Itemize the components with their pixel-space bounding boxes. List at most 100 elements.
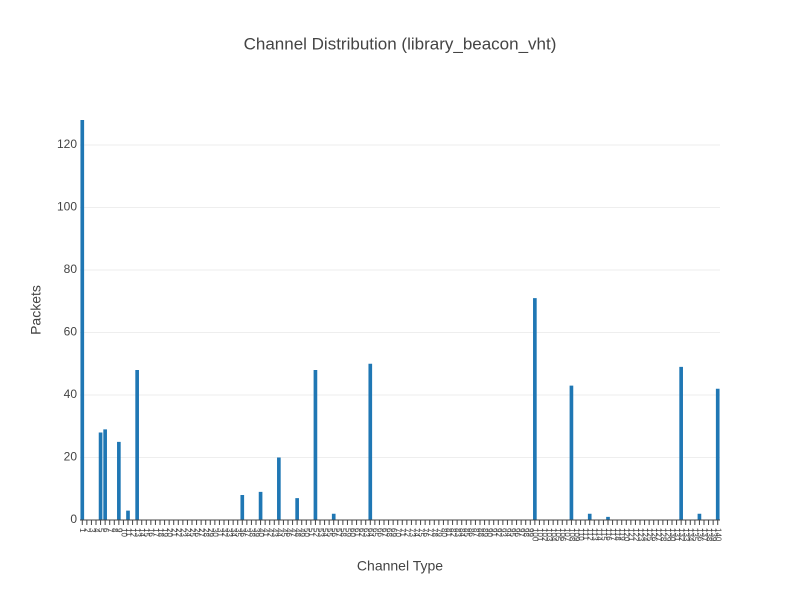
x-tick-label: 79 xyxy=(435,528,444,537)
x-tick-label: 36 xyxy=(238,528,247,537)
x-tick-label: 19 xyxy=(160,528,169,537)
x-tick-label: 11 xyxy=(124,528,133,537)
x-tick-label: 118 xyxy=(613,528,622,541)
bar xyxy=(277,457,281,520)
bar xyxy=(533,298,537,520)
x-tick-label: 74 xyxy=(412,528,421,537)
x-tick-label: 35 xyxy=(234,528,243,537)
x-tick-label: 2 xyxy=(83,528,92,533)
x-tick-label: 95 xyxy=(508,528,517,537)
x-tick-label: 102 xyxy=(540,528,549,542)
bar xyxy=(240,495,245,520)
x-tick-label: 124 xyxy=(640,528,649,542)
x-tick-label: 49 xyxy=(298,528,307,537)
x-tick-label: 46 xyxy=(284,528,293,537)
x-tick-label: 39 xyxy=(252,528,261,537)
x-tick-label: 16 xyxy=(147,528,156,537)
x-tick-label: 18 xyxy=(156,528,165,537)
x-tick-label: 4 xyxy=(92,528,101,533)
x-tick-label: 8 xyxy=(110,528,119,533)
bar xyxy=(126,510,130,520)
x-tick-label: 48 xyxy=(293,528,302,537)
x-tick-label: 113 xyxy=(590,528,599,541)
bar xyxy=(258,491,263,520)
x-tick-label: 3 xyxy=(87,528,96,533)
bar xyxy=(331,513,336,520)
x-tick-label: 115 xyxy=(599,528,608,541)
x-tick-label: 89 xyxy=(480,528,489,537)
x-tick-label: 87 xyxy=(471,528,480,537)
x-tick-label: 37 xyxy=(243,528,252,537)
x-tick-label: 61 xyxy=(352,528,361,537)
x-tick-label: 23 xyxy=(179,528,188,537)
x-tick-label: 64 xyxy=(366,528,375,537)
bar xyxy=(135,370,139,520)
x-tick-label: 111 xyxy=(581,528,590,541)
x-tick-label: 47 xyxy=(288,528,297,537)
bar xyxy=(606,516,610,520)
y-tick-label: 0 xyxy=(70,512,77,526)
bar xyxy=(103,429,107,520)
x-tick-label: 65 xyxy=(371,528,380,537)
x-tick-label: 127 xyxy=(654,528,663,542)
x-tick-label: 97 xyxy=(517,528,526,537)
x-tick-label: 119 xyxy=(618,528,627,541)
x-tick-label: 52 xyxy=(311,528,320,537)
x-tick-label: 122 xyxy=(631,528,640,542)
x-tick-label: 60 xyxy=(348,528,357,537)
x-tick-label: 139 xyxy=(709,528,718,542)
x-tick-label: 137 xyxy=(700,528,709,542)
x-tick-label: 55 xyxy=(325,528,334,537)
x-tick-label: 88 xyxy=(476,528,485,537)
x-tick-label: 13 xyxy=(133,528,142,537)
x-tick-label: 131 xyxy=(672,528,681,542)
x-tick-label: 85 xyxy=(462,528,471,537)
bar xyxy=(98,432,103,520)
x-tick-label: 123 xyxy=(636,528,645,542)
x-tick-label: 82 xyxy=(448,528,457,537)
x-tick-label: 140 xyxy=(714,528,723,542)
x-tick-label: 21 xyxy=(170,528,179,537)
x-tick-label: 125 xyxy=(645,528,654,542)
bar xyxy=(117,441,121,520)
x-tick-label: 58 xyxy=(339,528,348,537)
x-tick-label: 96 xyxy=(512,528,521,537)
x-tick-label: 17 xyxy=(151,528,160,537)
y-tick-label: 120 xyxy=(57,137,77,151)
x-tick-label: 81 xyxy=(444,528,453,537)
x-tick-label: 120 xyxy=(622,528,631,542)
x-tick-label: 1 xyxy=(78,528,87,533)
x-tick-label: 86 xyxy=(467,528,476,537)
x-tick-label: 14 xyxy=(138,528,147,537)
x-tick-label: 107 xyxy=(563,528,572,542)
x-tick-label: 101 xyxy=(535,528,544,542)
x-tick-label: 80 xyxy=(439,528,448,537)
bar xyxy=(368,363,373,520)
x-tick-label: 110 xyxy=(576,528,585,541)
x-tick-label: 133 xyxy=(682,528,691,542)
x-tick-label: 57 xyxy=(334,528,343,537)
x-tick-label: 100 xyxy=(531,528,540,542)
x-tick-label: 93 xyxy=(499,528,508,537)
x-tick-label: 71 xyxy=(398,528,407,537)
x-tick-label: 121 xyxy=(627,528,636,542)
x-tick-label: 43 xyxy=(270,528,279,537)
x-tick-label: 103 xyxy=(544,528,553,542)
x-tick-label: 94 xyxy=(503,528,512,537)
x-tick-label: 33 xyxy=(224,528,233,537)
x-tick-label: 78 xyxy=(430,528,439,537)
x-tick-label: 98 xyxy=(522,528,531,537)
x-tick-label: 138 xyxy=(704,528,713,542)
x-tick-label: 26 xyxy=(192,528,201,537)
x-tick-label: 56 xyxy=(330,528,339,537)
x-tick-label: 29 xyxy=(206,528,215,537)
x-tick-label: 45 xyxy=(279,528,288,537)
y-tick-label: 60 xyxy=(64,325,78,339)
x-tick-label: 7 xyxy=(106,528,115,533)
x-tick-label: 41 xyxy=(261,528,270,537)
x-tick-label: 59 xyxy=(343,528,352,537)
x-tick-label: 51 xyxy=(307,528,316,537)
x-tick-label: 130 xyxy=(668,528,677,542)
x-tick-label: 27 xyxy=(197,528,206,537)
x-tick-label: 129 xyxy=(663,528,672,542)
